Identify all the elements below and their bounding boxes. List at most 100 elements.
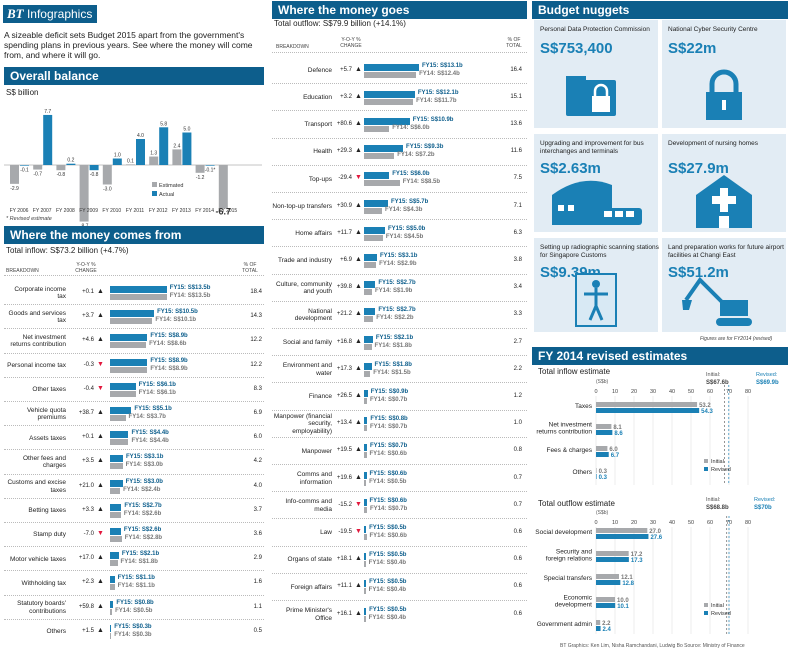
fy14-bar bbox=[364, 71, 417, 78]
fy14-value: FY14: S$3.7b bbox=[128, 414, 166, 421]
yoy-change: +0.1 bbox=[82, 289, 94, 296]
up-arrow-icon: ▲ bbox=[355, 201, 362, 209]
breakdown-row: Non-top-up transfers +30.9 ▲ FY15: S$5.7b FY… bbox=[272, 193, 527, 221]
fy14-bar bbox=[364, 588, 366, 595]
overall-balance-header: Overall balance bbox=[4, 67, 264, 85]
nugget-label: National Cyber Security Centre bbox=[668, 26, 758, 33]
revised-value-label: 0.3 bbox=[599, 475, 608, 481]
yoy-change: +26.5 bbox=[336, 392, 352, 399]
breakdown-row: Personal income tax -0.3 ▼ FY15: S$8.9b FY14… bbox=[4, 354, 264, 378]
fy15-value: FY15: S$6.0b bbox=[392, 171, 430, 178]
fy14-bar bbox=[364, 561, 366, 568]
outflow-unit: (S$b) bbox=[596, 510, 609, 516]
estimated-value-label: 1.3 bbox=[150, 151, 157, 157]
initial-value-label: 27.0 bbox=[649, 529, 661, 535]
yoy-change: +4.6 bbox=[82, 337, 94, 344]
pct-of-total: 2.9 bbox=[253, 555, 262, 562]
x-tick-label: 10 bbox=[612, 520, 618, 526]
initial-value-label: 0.3 bbox=[599, 469, 608, 475]
fy14-bar bbox=[364, 234, 383, 241]
fy14-value: FY14: S$0.7b bbox=[369, 505, 408, 512]
breakdown-row: Others +1.5 ▲ FY15: S$0.3b FY14: S$0.3b 0.5 bbox=[4, 620, 264, 644]
nuggets-header: Budget nuggets bbox=[532, 1, 788, 19]
fy14-bar bbox=[364, 98, 414, 105]
yoy-change: +19.6 bbox=[336, 474, 352, 481]
yoy-change: +18.1 bbox=[336, 556, 352, 563]
pct-of-total: 3.8 bbox=[513, 256, 522, 263]
fy14-bar bbox=[364, 479, 367, 486]
fy14-value: FY14: S$1.5b bbox=[373, 369, 411, 376]
row-label: Top-ups bbox=[308, 175, 332, 183]
pct-of-total: 8.3 bbox=[253, 385, 262, 392]
legend-initial-swatch bbox=[704, 603, 708, 607]
row-label: Betting taxes bbox=[28, 507, 66, 515]
revised-bar bbox=[596, 557, 629, 562]
fy14-bar bbox=[110, 560, 118, 567]
row-divider bbox=[272, 110, 527, 112]
fy14-value: FY14: S$7.2b bbox=[397, 152, 435, 159]
fy14-value: FY14: S$2.4b bbox=[123, 486, 161, 493]
breakdown-row: Vehicle quota premiums +38.7 ▲ FY15: S$5.1b… bbox=[4, 402, 264, 427]
estimated-value-label: -2.9 bbox=[10, 186, 19, 192]
pct-of-total: 2.7 bbox=[513, 338, 522, 345]
breakdown-row: Prime Minister's Office +16.1 ▲ FY15: S$0.5… bbox=[272, 601, 527, 628]
fy15-value: FY15: S$0.5b bbox=[369, 552, 407, 559]
breakdown-row: Net investment returns contribution +4.6 ▲… bbox=[4, 329, 264, 354]
estimated-bar bbox=[126, 164, 135, 165]
yoy-change: +11.7 bbox=[337, 229, 352, 236]
fy15-bar bbox=[364, 145, 404, 153]
fy14-value: FY14: S$1.8b bbox=[374, 342, 412, 349]
up-arrow-icon: ▲ bbox=[97, 505, 104, 513]
fy14-value: FY14: S$4.4b bbox=[131, 438, 169, 445]
actual-bar bbox=[205, 165, 215, 166]
up-arrow-icon: ▲ bbox=[355, 364, 362, 372]
goes-change-hdr: Y-O-Y % CHANGE bbox=[340, 37, 362, 49]
fy15-value: FY15: S$0.5b bbox=[369, 579, 407, 586]
fy15-value: FY15: S$0.3b bbox=[114, 623, 152, 630]
outflow-revised-value: S$70b bbox=[754, 505, 772, 511]
yoy-change: -29.4 bbox=[338, 175, 352, 182]
pct-of-total: 3.6 bbox=[253, 531, 262, 538]
fy15-bar bbox=[364, 444, 367, 452]
nursing-home-icon bbox=[696, 175, 752, 228]
fy14-value: FY14: S$12.4b bbox=[419, 70, 460, 77]
fy15-bar bbox=[364, 553, 367, 561]
intro-text: A sizeable deficit sets Budget 2015 apar… bbox=[4, 30, 253, 60]
up-arrow-icon: ▲ bbox=[355, 555, 362, 563]
pct-of-total: 4.2 bbox=[253, 458, 262, 465]
revised-value-label: 27.6 bbox=[650, 535, 662, 541]
fy14-bar bbox=[364, 397, 367, 404]
fy14-value: FY14: S$8.9b bbox=[150, 365, 188, 372]
year-tick-label: FY 2013 bbox=[172, 208, 191, 214]
year-tick-label: FY 2008 bbox=[56, 208, 75, 214]
pct-of-total: 3.3 bbox=[513, 311, 522, 318]
fy14-value: FY14: S$1.9b bbox=[374, 288, 413, 295]
breakdown-row: Statutory boards' contributions +59.8 ▲ FY1… bbox=[4, 596, 264, 620]
initial-value-label: 10.0 bbox=[617, 598, 629, 604]
legend-estimated-swatch bbox=[152, 182, 157, 187]
up-arrow-icon: ▲ bbox=[355, 119, 362, 127]
yoy-change: -7.0 bbox=[83, 531, 94, 538]
up-arrow-icon: ▲ bbox=[97, 554, 104, 562]
pct-of-total: 7.1 bbox=[513, 202, 522, 209]
fy15-bar bbox=[364, 389, 368, 397]
pct-of-total: 0.7 bbox=[513, 474, 522, 481]
fy15-value: FY15: S$0.5b bbox=[369, 606, 407, 613]
pct-of-total: 13.6 bbox=[510, 120, 522, 127]
folder-lock-icon bbox=[566, 76, 616, 116]
nugget-card: National Cyber Security Centre S$22m bbox=[662, 20, 786, 128]
fy15-bar bbox=[364, 607, 367, 615]
pct-of-total: 1.0 bbox=[513, 420, 522, 427]
row-divider bbox=[4, 352, 264, 354]
row-label: Defence bbox=[307, 66, 332, 74]
fy15-bar bbox=[364, 281, 376, 289]
revised-value-label: 8.6 bbox=[614, 431, 623, 437]
row-label: Foreign affairs bbox=[290, 583, 332, 591]
fy14-bar bbox=[110, 366, 148, 373]
actual-bar bbox=[182, 132, 192, 165]
pct-of-total: 0.5 bbox=[253, 627, 262, 634]
row-label: Withholding tax bbox=[21, 579, 66, 587]
yoy-change: +3.3 bbox=[82, 506, 94, 513]
up-arrow-icon: ▲ bbox=[355, 391, 362, 399]
fy15-value: FY15: S$3.1b bbox=[380, 252, 418, 259]
